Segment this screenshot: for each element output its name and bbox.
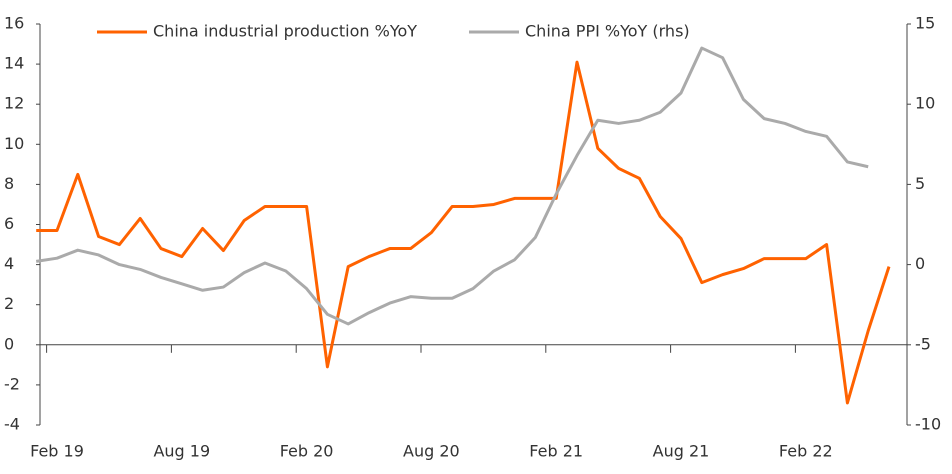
y2-tick-label: 0 — [915, 254, 925, 273]
y-tick-label: 4 — [4, 254, 14, 273]
x-tick-label: Feb 21 — [529, 442, 583, 461]
y-tick-label: 16 — [4, 14, 24, 33]
y-tick-label: 6 — [4, 214, 14, 233]
y2-tick-label: -10 — [915, 415, 941, 434]
legend-label: China industrial production %YoY — [153, 22, 417, 41]
y2-tick-label: 10 — [915, 94, 935, 113]
y-tick-label: 0 — [4, 334, 14, 353]
series-line — [36, 60, 891, 405]
y2-tick-label: 15 — [915, 14, 935, 33]
y2-tick-label: -5 — [915, 334, 931, 353]
x-tick-label: Feb 19 — [30, 442, 84, 461]
series-line — [35, 46, 869, 326]
legend-label: China PPI %YoY (rhs) — [525, 22, 690, 41]
y-tick-label: 10 — [4, 134, 24, 153]
y-tick-label: 2 — [4, 294, 14, 313]
y-tick-label: 14 — [4, 54, 24, 73]
x-tick-label: Aug 20 — [403, 442, 460, 461]
y-tick-label: 12 — [4, 94, 24, 113]
x-tick-label: Feb 20 — [280, 442, 334, 461]
x-tick-label: Aug 21 — [653, 442, 710, 461]
y-tick-label: -2 — [4, 374, 20, 393]
y2-tick-label: 5 — [915, 174, 925, 193]
y-tick-label: -4 — [4, 415, 20, 434]
x-tick-label: Aug 19 — [153, 442, 210, 461]
x-tick-label: Feb 22 — [779, 442, 833, 461]
y-tick-label: 8 — [4, 174, 14, 193]
